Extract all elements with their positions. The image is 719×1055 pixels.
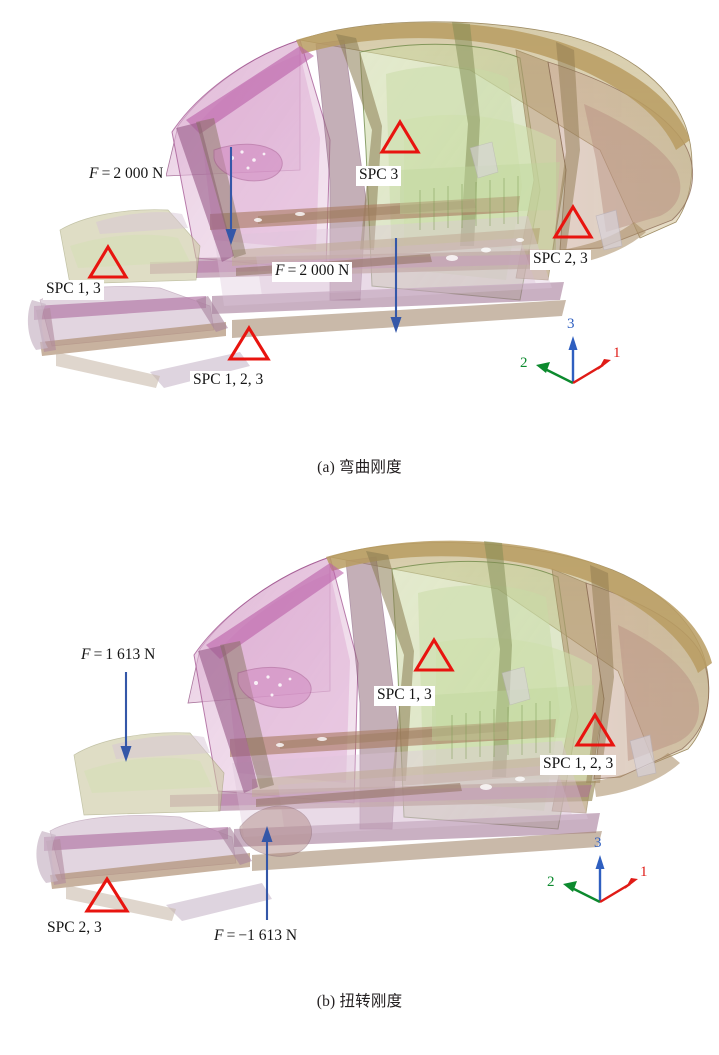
- axis-3-label: 3: [594, 835, 602, 851]
- force-arrows-a: [225, 147, 402, 333]
- force-arrows-b: [120, 672, 273, 920]
- spc-triangle-1-3: [87, 243, 129, 279]
- figure-a-caption: (a) 弯曲刚度: [317, 459, 402, 476]
- force-arrow-rear: [390, 238, 402, 333]
- force-label-front: F = 2 000 N: [86, 165, 167, 185]
- spc-triangle-3: [379, 118, 421, 154]
- figure-b-caption: (b) 扭转刚度: [316, 993, 403, 1010]
- force-label-front-pos: F = 1 613 N: [81, 646, 156, 663]
- axis-2-label: 2: [520, 355, 528, 371]
- constraint-markers-b: [84, 636, 616, 913]
- spc-label-3: SPC 3: [356, 166, 402, 186]
- constraint-markers-a: [87, 118, 594, 361]
- axis-1-line: [572, 363, 604, 385]
- spc-label-1-3: SPC 1, 3: [374, 686, 435, 706]
- axis-3-arrowhead: [595, 855, 605, 869]
- spc-triangle-1-3: [413, 636, 455, 672]
- spc-triangle-1-2-3: [574, 711, 616, 747]
- spc-label-2-3: SPC 2, 3: [47, 919, 102, 936]
- force-arrow-front: [225, 147, 237, 245]
- figure-torsional-stiffness: 3 2 1 F = 1 613 N F = −1 613 N SPC 1, 3 …: [0, 527, 719, 1054]
- spc-triangle-2-3: [84, 876, 130, 913]
- axis-3-arrowhead: [568, 336, 578, 350]
- figure-bending-stiffness: 3 2 1 F = 2 000 N F = 2 000 N SPC 3 SPC …: [0, 0, 719, 527]
- axis-2-label: 2: [547, 874, 555, 890]
- spc-label-2-3: SPC 2, 3: [530, 250, 591, 270]
- axis-1-line: [599, 882, 631, 904]
- axis-triad-a: [536, 336, 611, 385]
- axis-3-label: 3: [567, 316, 575, 332]
- spc-triangle-1-2-3: [227, 325, 271, 361]
- axis-2-arrowhead: [536, 362, 550, 373]
- spc-triangle-2-3: [552, 203, 594, 239]
- model-body-shell-b: [36, 540, 712, 921]
- axis-2-arrowhead: [563, 881, 577, 892]
- spc-label-1-2-3: SPC 1, 2, 3: [190, 371, 267, 391]
- force-label-rear: F = 2 000 N: [272, 262, 353, 282]
- axis-2-line: [544, 367, 574, 385]
- spc-label-1-2-3: SPC 1, 2, 3: [540, 755, 617, 775]
- axis-1-label: 1: [640, 864, 648, 880]
- force-arrow-front: [120, 672, 132, 762]
- axis-1-arrowhead: [598, 359, 611, 370]
- spc-label-1-3: SPC 1, 3: [43, 280, 104, 300]
- axis-2-line: [571, 886, 601, 904]
- axis-1-arrowhead: [625, 878, 638, 889]
- axis-1-label: 1: [613, 345, 621, 361]
- bodyinwhite-fe-model-b: [36, 540, 712, 921]
- force-arrow-mid: [261, 826, 273, 920]
- axis-triad-b: [563, 855, 638, 904]
- force-label-mid-neg: F = −1 613 N: [214, 927, 298, 944]
